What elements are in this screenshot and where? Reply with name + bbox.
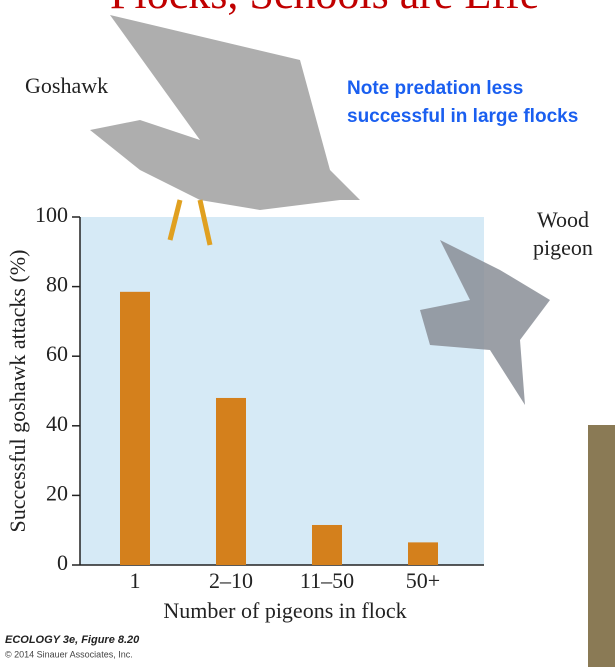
- y-tick-label: 60: [46, 341, 68, 366]
- x-tick-label: 50+: [406, 568, 440, 593]
- y-tick-label: 0: [57, 550, 68, 575]
- y-tick-label: 40: [46, 411, 68, 436]
- x-tick-label: 1: [130, 568, 141, 593]
- photo-fragment: [588, 425, 615, 667]
- y-tick-label: 100: [35, 202, 68, 227]
- bar: [312, 524, 342, 565]
- y-axis-label: Successful goshawk attacks (%): [5, 250, 30, 533]
- caption: ECOLOGY 3e, Figure 8.20: [5, 634, 140, 646]
- note-line: successful in large flocks: [347, 106, 578, 127]
- y-tick-label: 20: [46, 480, 68, 505]
- bar: [216, 397, 246, 565]
- caption: © 2014 Sinauer Associates, Inc.: [5, 649, 133, 659]
- x-tick-label: 2–10: [209, 568, 253, 593]
- note-line: Note predation less: [347, 78, 523, 99]
- x-tick-label: 11–50: [300, 568, 354, 593]
- goshawk-illustration: [90, 15, 360, 246]
- bird-label: pigeon: [533, 235, 593, 260]
- bird-label: Wood: [537, 207, 589, 232]
- bird-label: Goshawk: [25, 73, 108, 98]
- pigeon-illustration: [420, 240, 550, 405]
- x-axis-label: Number of pigeons in flock: [163, 598, 406, 623]
- y-tick-label: 80: [46, 272, 68, 297]
- bar: [120, 291, 150, 565]
- slide-title: Flocks, Schools are Effe: [110, 0, 539, 18]
- bar: [408, 542, 438, 565]
